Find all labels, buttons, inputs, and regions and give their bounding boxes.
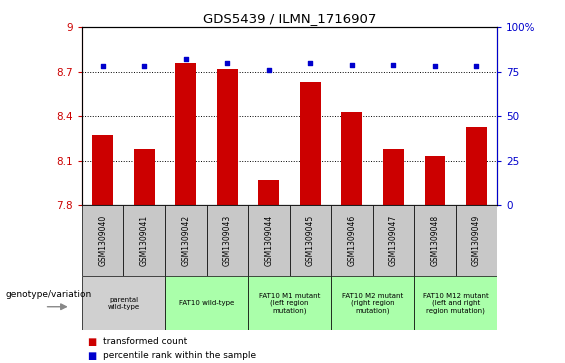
Text: GSM1309044: GSM1309044 bbox=[264, 215, 273, 266]
Text: parental
wild-type: parental wild-type bbox=[107, 297, 140, 310]
Bar bbox=[414, 205, 455, 276]
Bar bbox=[207, 205, 248, 276]
Text: transformed count: transformed count bbox=[103, 338, 188, 346]
Bar bbox=[92, 135, 113, 205]
Bar bbox=[82, 205, 123, 276]
Bar bbox=[82, 276, 165, 330]
Bar bbox=[331, 205, 373, 276]
Point bbox=[306, 60, 315, 66]
Text: percentile rank within the sample: percentile rank within the sample bbox=[103, 351, 257, 360]
Text: GSM1309049: GSM1309049 bbox=[472, 215, 481, 266]
Bar bbox=[289, 205, 331, 276]
Point bbox=[264, 67, 273, 73]
Bar bbox=[248, 276, 331, 330]
Point bbox=[98, 64, 107, 69]
Point bbox=[389, 62, 398, 68]
Text: GSM1309042: GSM1309042 bbox=[181, 215, 190, 266]
Text: FAT10 M2 mutant
(right region
mutation): FAT10 M2 mutant (right region mutation) bbox=[342, 293, 403, 314]
Point bbox=[140, 64, 149, 69]
Text: FAT10 M1 mutant
(left region
mutation): FAT10 M1 mutant (left region mutation) bbox=[259, 293, 320, 314]
Bar bbox=[424, 156, 445, 205]
Point bbox=[223, 60, 232, 66]
Point bbox=[472, 64, 481, 69]
Text: GSM1309047: GSM1309047 bbox=[389, 215, 398, 266]
Text: GSM1309041: GSM1309041 bbox=[140, 215, 149, 266]
Point bbox=[181, 56, 190, 62]
Text: GSM1309040: GSM1309040 bbox=[98, 215, 107, 266]
Text: GSM1309046: GSM1309046 bbox=[347, 215, 357, 266]
Title: GDS5439 / ILMN_1716907: GDS5439 / ILMN_1716907 bbox=[203, 12, 376, 25]
Bar bbox=[165, 276, 248, 330]
Bar bbox=[466, 127, 487, 205]
Text: ■: ■ bbox=[88, 351, 97, 361]
Bar bbox=[300, 82, 321, 205]
Text: ■: ■ bbox=[88, 337, 97, 347]
Bar bbox=[175, 63, 196, 205]
Bar bbox=[123, 205, 165, 276]
Point bbox=[347, 62, 357, 68]
Bar bbox=[383, 149, 404, 205]
Bar bbox=[134, 149, 155, 205]
Text: GSM1309045: GSM1309045 bbox=[306, 215, 315, 266]
Text: GSM1309048: GSM1309048 bbox=[431, 215, 440, 266]
Bar bbox=[248, 205, 289, 276]
Text: GSM1309043: GSM1309043 bbox=[223, 215, 232, 266]
Text: genotype/variation: genotype/variation bbox=[6, 290, 92, 298]
Text: FAT10 wild-type: FAT10 wild-type bbox=[179, 300, 234, 306]
Bar bbox=[455, 205, 497, 276]
Bar bbox=[331, 276, 414, 330]
Bar bbox=[217, 69, 238, 205]
Bar bbox=[165, 205, 207, 276]
Text: FAT10 M12 mutant
(left and right
region mutation): FAT10 M12 mutant (left and right region … bbox=[423, 293, 489, 314]
Point bbox=[431, 64, 440, 69]
Bar bbox=[414, 276, 497, 330]
Bar bbox=[373, 205, 414, 276]
Bar bbox=[341, 112, 362, 205]
Bar bbox=[258, 180, 279, 205]
